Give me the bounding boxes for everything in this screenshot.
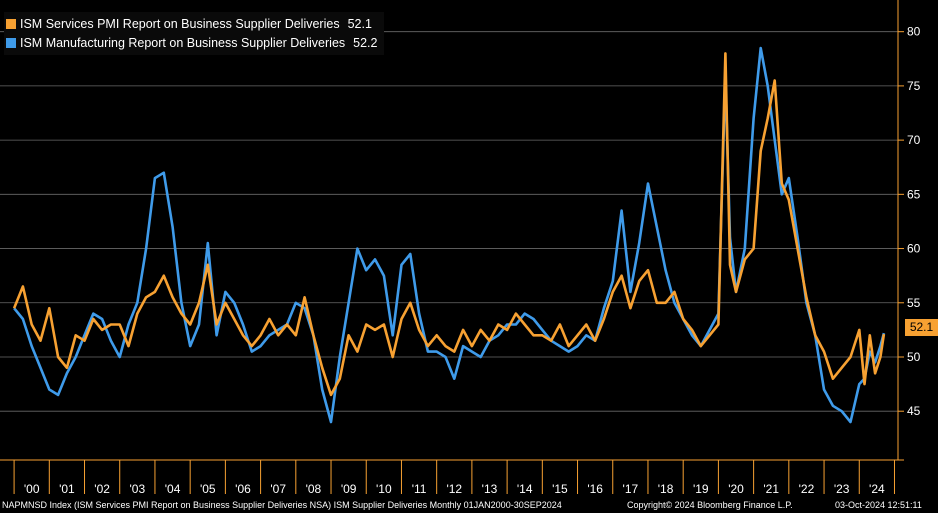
y-tick-label: 55 — [907, 296, 921, 310]
y-tick-label: 50 — [907, 350, 921, 364]
grid-lines — [0, 31, 898, 412]
legend-label-services: ISM Services PMI Report on Business Supp… — [20, 16, 340, 31]
x-tick-label: '13 — [482, 482, 498, 496]
x-tick-label: '01 — [59, 482, 75, 496]
legend-item-manufacturing: ISM Manufacturing Report on Business Sup… — [6, 33, 378, 52]
x-tick-label: '15 — [552, 482, 568, 496]
series-line-services — [12, 52, 886, 397]
x-tick-label: '24 — [869, 482, 885, 496]
footer-copyright: Copyright© 2024 Bloomberg Finance L.P. — [627, 500, 793, 510]
footer-timestamp: 03-Oct-2024 12:51:11 — [835, 500, 922, 510]
y-tick-label: 70 — [907, 133, 921, 147]
x-tick-label: '00 — [24, 482, 40, 496]
x-tick-label: '03 — [130, 482, 146, 496]
legend-value-services: 52.1 — [347, 16, 372, 31]
x-tick-label: '17 — [623, 482, 639, 496]
x-tick-label: '23 — [834, 482, 850, 496]
series-line-manufacturing — [13, 46, 886, 424]
legend-swatch-manufacturing — [6, 37, 16, 48]
y-axis: 45 50 55 60 65 70 75 80 — [897, 0, 921, 461]
x-tick-label: '02 — [94, 482, 110, 496]
x-tick-label: '20 — [728, 482, 744, 496]
y-tick-label: 45 — [907, 404, 921, 418]
x-tick-label: '09 — [341, 482, 357, 496]
x-tick-label: '14 — [517, 482, 533, 496]
legend-swatch-services — [6, 18, 16, 29]
x-tick-label: '04 — [165, 482, 181, 496]
x-tick-label: '19 — [693, 482, 709, 496]
x-tick-label: '18 — [658, 482, 674, 496]
x-tick-label: '07 — [270, 482, 286, 496]
x-tick-label: '10 — [376, 482, 392, 496]
x-tick-label: '05 — [200, 482, 216, 496]
y-tick-label: 75 — [907, 79, 921, 93]
x-axis: '00 '01 '02 '03 '04 '05 '06 '07 '08 '09 '10 '11 '12 '… — [0, 459, 898, 496]
legend-item-services: ISM Services PMI Report on Business Supp… — [6, 14, 378, 33]
y-tick-label: 65 — [907, 187, 921, 201]
y-tick-label: 60 — [907, 242, 921, 256]
legend-label-manufacturing: ISM Manufacturing Report on Business Sup… — [20, 35, 346, 50]
x-tick-label: '06 — [235, 482, 251, 496]
footer: NAPMNSD Index (ISM Services PMI Report o… — [0, 497, 938, 513]
last-value-badge: 52.1 — [905, 319, 938, 336]
legend-value-manufacturing: 52.2 — [353, 35, 378, 50]
x-tick-label: '21 — [763, 482, 779, 496]
series-lines — [12, 46, 886, 424]
y-tick-label: 80 — [907, 25, 921, 39]
footer-source: NAPMNSD Index (ISM Services PMI Report o… — [2, 500, 562, 510]
x-tick-label: '16 — [587, 482, 603, 496]
x-tick-label: '12 — [446, 482, 462, 496]
x-tick-label: '22 — [799, 482, 815, 496]
x-tick-label: '11 — [412, 482, 427, 496]
x-tick-label: '08 — [306, 482, 322, 496]
legend: ISM Services PMI Report on Business Supp… — [4, 12, 384, 55]
